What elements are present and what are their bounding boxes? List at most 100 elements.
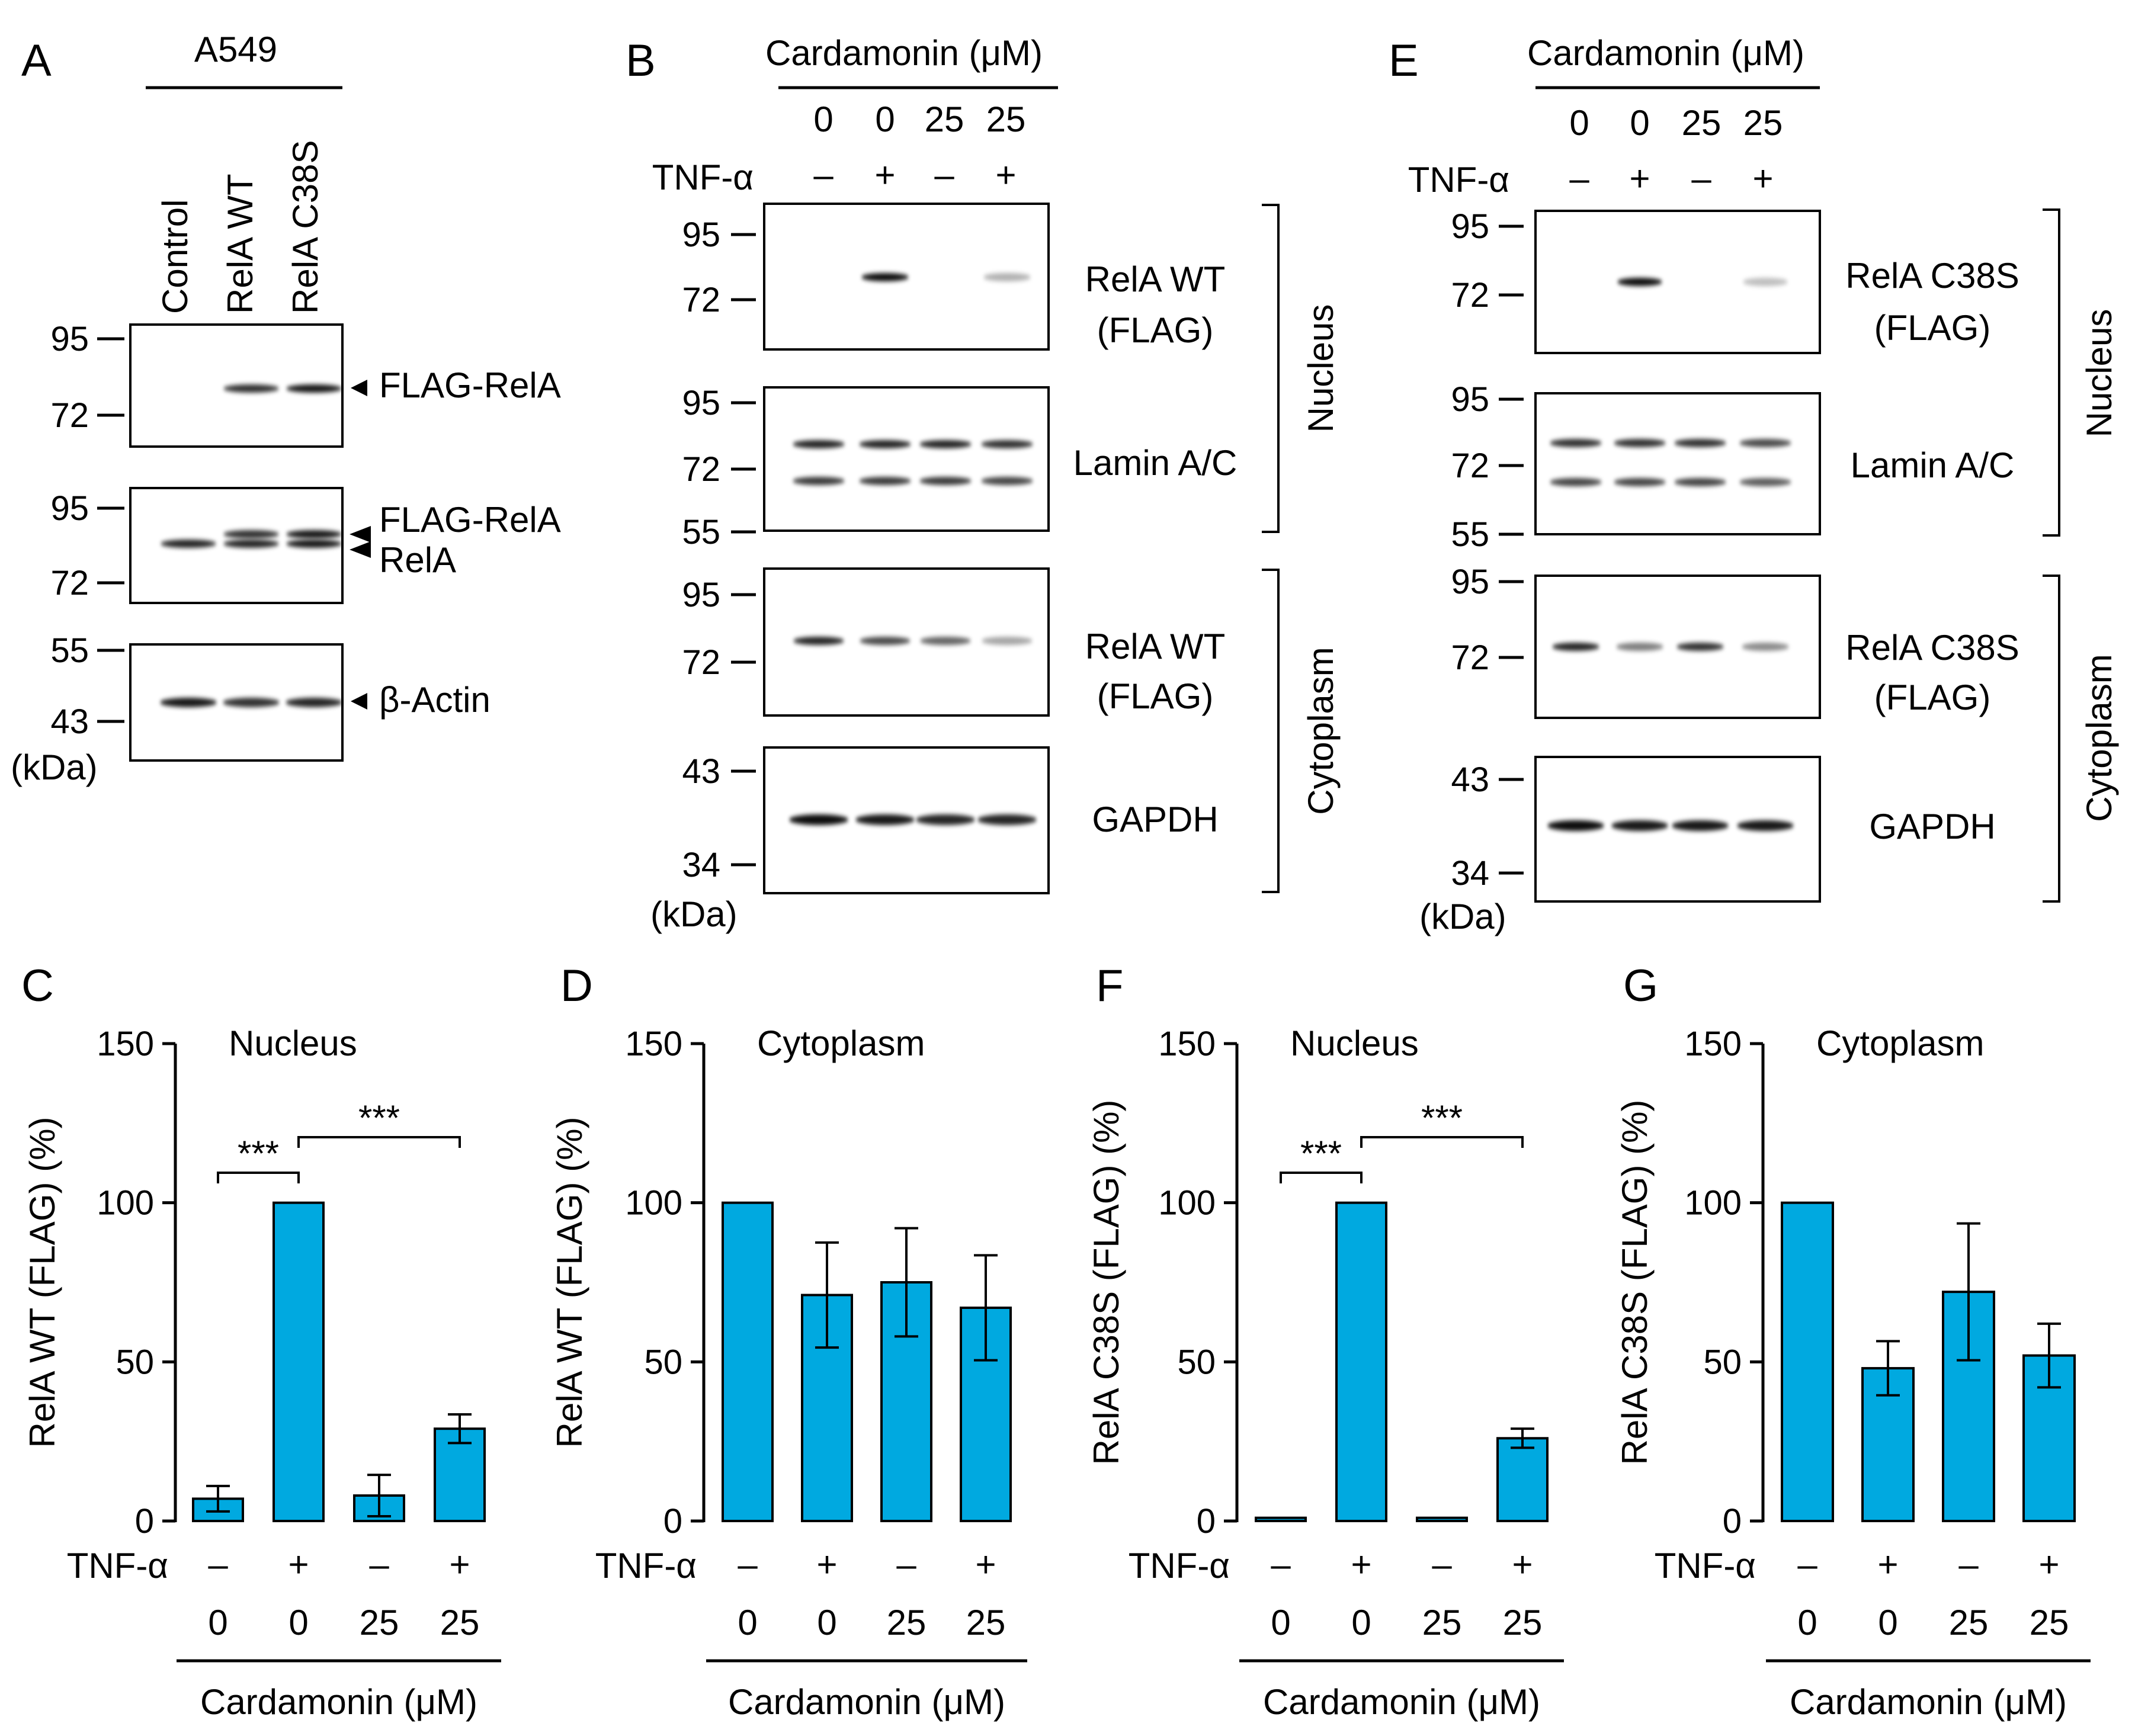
panel-letter-e: E [1389,36,1419,86]
blot-e3-label-line2: (FLAG) [1874,678,1991,717]
rela-c38s-band [1616,643,1663,651]
significance-bracket [1280,1172,1363,1183]
arrowhead-icon [351,693,367,710]
lamin-band [793,440,845,448]
marker-label: 72 [1451,638,1489,677]
bar [1416,1516,1468,1523]
dose-label: 0 [875,100,895,139]
lane-label-rela-c38s: RelA C38S [286,140,325,315]
y-tick-label: 150 [97,1025,154,1063]
blot-e4-label: GAPDH [1869,807,1995,846]
dose-label: 0 [1569,103,1589,143]
chart-title: Cytoplasm [1816,1023,1984,1063]
kda-unit-label: (kDa) [1419,897,1506,936]
marker-label: 95 [1451,563,1489,601]
dose-label: 0 [288,1603,308,1642]
lane-label-rela-wt: RelA WT [220,174,260,314]
kda-unit-label: (kDa) [11,747,98,787]
panel-letter-a: A [21,36,52,86]
gapdh-band [855,814,915,825]
actin-band [286,698,342,707]
bar [1781,1201,1834,1522]
chart-g: 0 50 100 150 RelA C38S (FLAG) (%) Cytoplasm TN… [1615,1023,2091,1722]
lamin-band [981,477,1033,485]
blot-e3-bands [1552,643,1789,651]
blot-b4-bands [789,814,1037,825]
tnf-label: TNF-α [1655,1546,1756,1586]
rela-c38s-band [1617,278,1662,286]
rela-wt-band [861,273,909,281]
tnf-sign: + [1629,159,1650,198]
panel-letter-b: B [626,36,656,86]
nucleus-bracket [2043,208,2060,537]
y-tick-label: 100 [97,1184,154,1222]
dose-label: 0 [738,1603,757,1642]
gapdh-band [916,814,975,825]
lamin-band [919,440,972,448]
significance-label: *** [358,1098,400,1138]
y-tick-label: 150 [1158,1025,1216,1063]
dose-label: 25 [887,1603,927,1642]
lamin-band [1739,478,1791,486]
flag-rela-band [223,530,279,538]
significance-label: *** [1300,1134,1342,1173]
marker-label: 72 [50,396,89,435]
dose-label: 0 [1630,103,1649,143]
blot-b3-label-line1: RelA WT [1085,627,1226,666]
marker-label: 43 [682,752,720,791]
blot-b3-bands [793,637,1033,645]
lamin-band [793,477,845,485]
y-tick-label: 150 [1684,1025,1742,1063]
tnf-sign: – [813,155,834,195]
rela-wt-band [982,637,1033,645]
blot-e1-bands [1617,278,1788,286]
y-tick-label: 50 [1177,1343,1216,1381]
chart-title: Cytoplasm [757,1023,925,1063]
cytoplasm-bracket [1262,569,1280,893]
rela-band [286,540,342,548]
y-tick-label: 0 [135,1502,154,1541]
bar [273,1201,325,1522]
bar [722,1201,774,1522]
dose-label: 25 [1503,1603,1543,1642]
panel-e: E Cardamonin (μM) 0 0 25 25 TNF-α – + – … [1389,33,2119,936]
lane-label-control: Control [155,200,195,314]
lamin-band [981,440,1033,448]
blot-e2-frame [1534,392,1821,535]
flag-rela-band [286,530,342,538]
tnf-sign: – [738,1545,758,1584]
blot-a3-bands [160,698,342,707]
rela-wt-band [793,637,844,645]
panel-letter-c: C [21,961,54,1011]
rela-c38s-band [1742,643,1789,651]
tnf-label: TNF-α [1408,160,1509,200]
marker-label: 72 [1451,276,1489,315]
panel-a: A A549 Control RelA WT RelA C38S 95 72 F… [11,30,561,787]
y-tick-label: 100 [1684,1184,1742,1222]
dose-label: 25 [440,1603,480,1642]
cytoplasm-bracket [2043,575,2060,903]
y-tick-label: 0 [663,1502,682,1541]
gapdh-band [789,814,848,825]
marker-label: 95 [1451,207,1489,246]
tnf-sign: + [874,155,895,195]
panel-letter-g: G [1623,961,1658,1011]
rela-wt-band [983,273,1031,281]
lamin-band [1674,439,1726,447]
treatment-title: Cardamonin (μM) [765,33,1043,73]
rela-c38s-band [1676,643,1724,651]
kda-unit-label: (kDa) [650,894,738,934]
tnf-sign: – [1691,159,1711,198]
lamin-band [1550,439,1602,447]
blot-e4-bands [1547,820,1794,831]
dose-label: 25 [2030,1603,2069,1642]
rela-band [161,540,216,548]
tnf-label: TNF-α [652,158,754,197]
marker-label: 95 [50,320,89,358]
tnf-sign: – [208,1545,228,1584]
gapdh-band [1547,820,1604,831]
dose-label: 25 [966,1603,1006,1642]
tnf-label: TNF-α [595,1546,697,1586]
